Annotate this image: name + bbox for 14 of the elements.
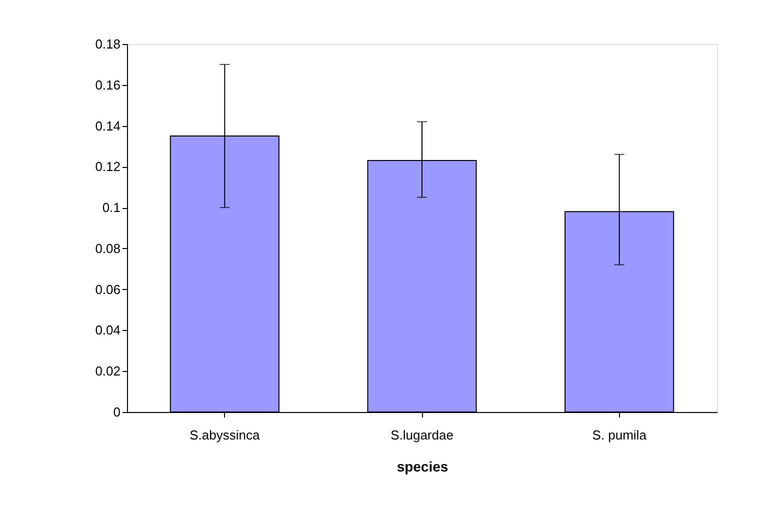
x-tick-label: S.lugardae — [390, 428, 454, 442]
y-tick-label: 0.02 — [95, 364, 120, 379]
y-tick-label: 0.14 — [95, 118, 120, 134]
y-tick-label: 0 — [113, 404, 120, 420]
y-tick-label: 0.04 — [95, 322, 120, 338]
y-tick-label: 0.18 — [95, 36, 120, 52]
y-tick-label: 0.08 — [95, 240, 120, 256]
y-tick-label: 0.16 — [95, 77, 120, 92]
y-tick-label: 0.12 — [95, 159, 120, 174]
x-axis-title: species — [396, 458, 448, 474]
x-tick-label: S. pumila — [592, 428, 648, 442]
x-tick-label: S.abyssinca — [190, 428, 260, 442]
y-tick-label: 0.06 — [95, 282, 120, 297]
y-tick-label: 0.1 — [102, 200, 120, 216]
